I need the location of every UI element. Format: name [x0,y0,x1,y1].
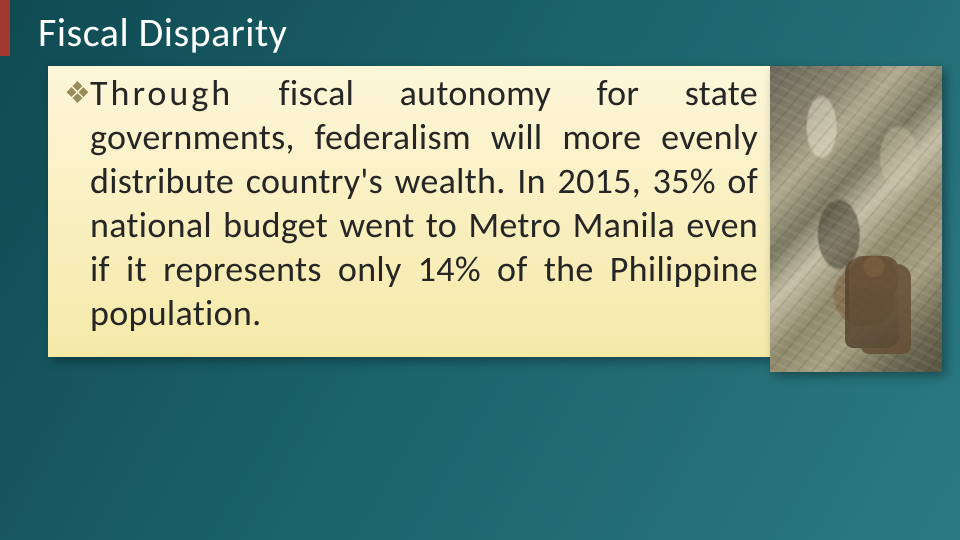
diamond-bullet-icon: ❖ [64,72,90,116]
lead-word: Through [90,71,233,115]
body-text: Through fiscal autonomy for state govern… [90,72,758,335]
slide-title: Fiscal Disparity [38,8,287,57]
content-box: ❖ Through fiscal autonomy for state gove… [48,66,778,357]
accent-bar [0,0,10,56]
bullet-item: ❖ Through fiscal autonomy for state gove… [64,72,758,335]
side-photo [770,66,942,372]
